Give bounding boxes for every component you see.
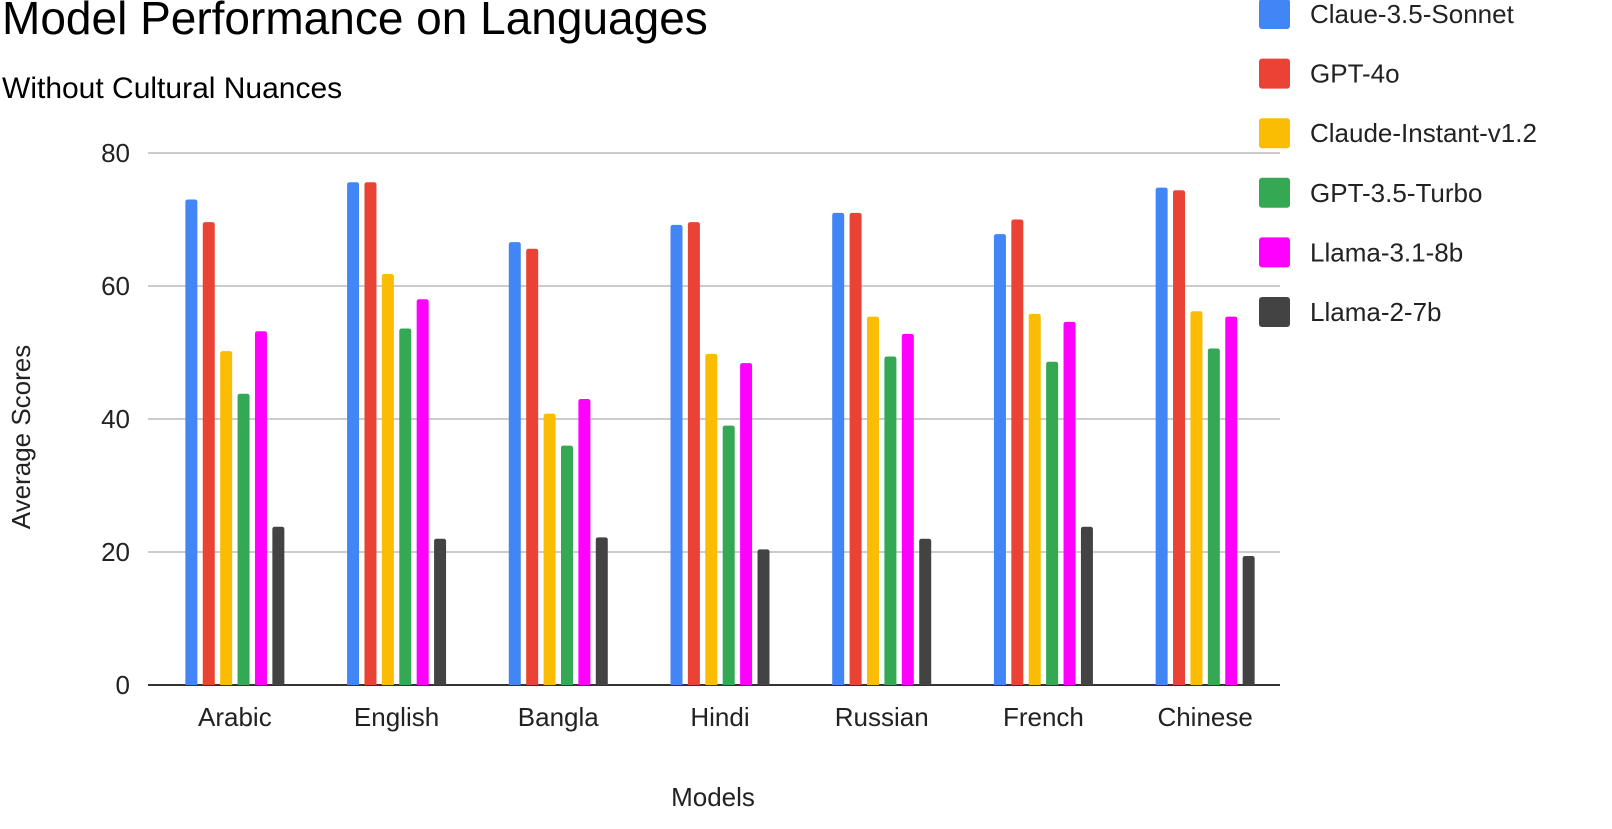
bar	[434, 538, 447, 685]
bar	[1190, 311, 1203, 685]
legend-label: Llama-2-7b	[1310, 297, 1442, 327]
bar	[1028, 313, 1041, 685]
bar	[595, 537, 608, 685]
x-tick-label: Hindi	[690, 702, 749, 732]
legend-label: GPT-3.5-Turbo	[1310, 178, 1482, 208]
y-tick-label: 0	[116, 670, 130, 700]
bar	[416, 299, 429, 685]
bar	[526, 248, 539, 685]
bar	[670, 224, 683, 685]
x-tick-label: French	[1003, 702, 1084, 732]
chart-subtitle: Without Cultural Nuances	[2, 72, 342, 105]
bar	[560, 445, 573, 685]
bar	[722, 425, 735, 685]
y-tick-label: 40	[101, 404, 130, 434]
legend-label: Llama-3.1-8b	[1310, 237, 1463, 267]
labels-layer: 0 20 40 60 80 Arabic English Bangla Hindi Russian…	[101, 138, 1253, 732]
legend-label: Claude-Instant-v1.2	[1310, 118, 1537, 148]
bar	[543, 413, 556, 685]
y-tick-label: 80	[101, 138, 130, 168]
bar	[399, 328, 412, 685]
bar	[1225, 316, 1238, 685]
x-tick-label: Bangla	[518, 702, 599, 732]
bar	[849, 212, 862, 685]
bar	[867, 316, 880, 685]
chart-title: Model Performance on Languages	[2, 0, 708, 44]
bar	[364, 182, 377, 685]
bar	[254, 331, 267, 685]
bar	[884, 356, 897, 685]
bar	[347, 182, 360, 685]
bar	[687, 222, 700, 685]
legend-swatch	[1259, 237, 1290, 268]
x-tick-label: Chinese	[1157, 702, 1252, 732]
bar	[1242, 555, 1255, 685]
bar	[1173, 190, 1186, 686]
bar	[185, 199, 198, 686]
bar	[381, 274, 394, 685]
bar	[272, 526, 285, 685]
x-axis-title: Models	[671, 782, 755, 812]
bar	[1155, 187, 1168, 685]
y-axis-title: Average Scores	[6, 345, 36, 530]
legend-label: Claue-3.5-Sonnet	[1310, 0, 1515, 29]
bar	[578, 399, 591, 685]
bar	[705, 353, 718, 685]
bar	[1080, 526, 1093, 685]
bar	[1063, 321, 1076, 685]
bar	[220, 351, 233, 685]
bar	[901, 333, 914, 685]
y-tick-label: 20	[101, 537, 130, 567]
bar	[757, 549, 770, 685]
bar	[1046, 361, 1059, 685]
bar	[1011, 219, 1024, 685]
legend-swatch	[1259, 118, 1290, 149]
legend: Claue-3.5-Sonnet GPT-4o Claude-Instant-v1.…	[1259, 0, 1537, 327]
legend-swatch	[1259, 297, 1290, 327]
y-tick-label: 60	[101, 271, 130, 301]
bars-layer	[185, 182, 1255, 686]
bar	[202, 222, 215, 685]
x-tick-label: Arabic	[198, 702, 272, 732]
legend-swatch	[1259, 0, 1290, 29]
bar	[237, 393, 250, 685]
x-tick-label: English	[354, 702, 439, 732]
x-tick-label: Russian	[835, 702, 929, 732]
bar	[508, 242, 521, 686]
bar	[740, 363, 753, 685]
bar	[832, 212, 845, 685]
legend-swatch	[1259, 58, 1290, 89]
bar	[919, 538, 932, 685]
legend-swatch	[1259, 177, 1290, 208]
bar	[1207, 348, 1220, 685]
bar	[993, 234, 1006, 685]
legend-label: GPT-4o	[1310, 59, 1400, 89]
